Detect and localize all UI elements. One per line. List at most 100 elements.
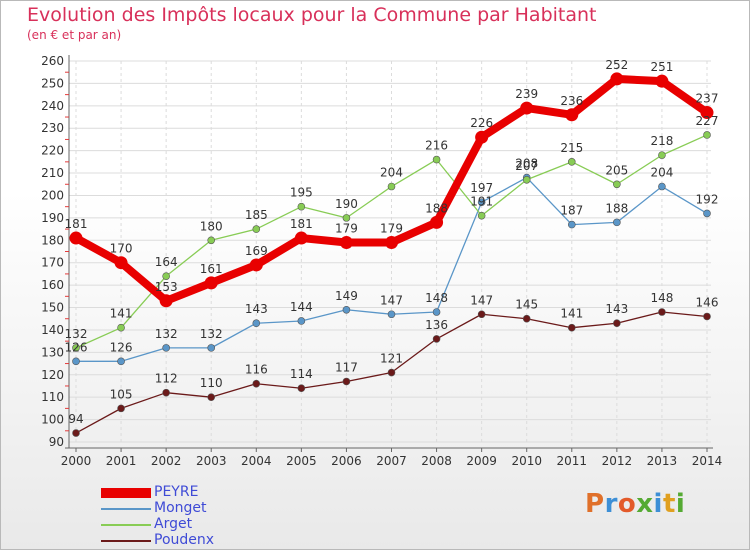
- data-label-arget: 132: [65, 327, 88, 341]
- data-label-arget: 215: [560, 141, 583, 155]
- data-label-peyre: 170: [110, 242, 133, 256]
- y-tick-label: 130: [41, 345, 64, 359]
- data-point-monget: [207, 344, 216, 352]
- legend-label-peyre: PEYRE: [154, 484, 199, 500]
- data-label-arget: 190: [335, 197, 358, 211]
- data-point-arget: [387, 182, 396, 191]
- y-tick-label: 200: [41, 188, 64, 202]
- data-label-poudenx: 141: [560, 307, 583, 321]
- data-label-peyre: 188: [425, 201, 448, 215]
- data-point-poudenx: [297, 384, 306, 393]
- data-label-monget: 149: [335, 289, 358, 303]
- data-label-monget: 132: [155, 327, 178, 341]
- y-tick-label: 230: [41, 121, 64, 135]
- data-label-poudenx: 112: [155, 372, 178, 386]
- data-label-arget: 227: [696, 114, 719, 128]
- data-point-peyre: [114, 256, 128, 270]
- data-label-peyre: 251: [650, 60, 673, 74]
- data-point-poudenx: [613, 319, 621, 328]
- data-label-monget: 126: [110, 340, 133, 354]
- data-point-poudenx: [117, 404, 125, 413]
- y-tick-label: 100: [41, 413, 64, 427]
- data-label-peyre: 179: [380, 222, 403, 236]
- data-point-monget: [477, 198, 486, 206]
- x-tick-label: 2000: [61, 454, 92, 468]
- y-tick-label: 110: [41, 390, 64, 404]
- chart-title: Evolution des Impôts locaux pour la Comm…: [27, 4, 597, 26]
- data-label-peyre: 161: [200, 262, 223, 276]
- data-label-peyre: 239: [515, 87, 538, 101]
- data-label-poudenx: 116: [245, 363, 268, 377]
- data-point-peyre: [430, 215, 444, 229]
- data-label-monget: 197: [470, 181, 493, 195]
- y-tick-label: 160: [41, 278, 64, 292]
- logo-letter: P: [585, 489, 605, 519]
- data-label-poudenx: 145: [515, 298, 538, 312]
- x-tick-label: 2001: [106, 454, 137, 468]
- y-tick-label: 120: [41, 368, 64, 382]
- data-point-peyre: [339, 236, 353, 250]
- data-label-peyre: 179: [335, 222, 358, 236]
- data-label-poudenx: 147: [470, 293, 493, 307]
- data-point-monget: [117, 357, 125, 366]
- x-tick-label: 2003: [196, 454, 227, 468]
- data-label-arget: 216: [425, 139, 448, 153]
- logo-letter: t: [662, 489, 676, 519]
- x-tick-label: 2005: [286, 454, 317, 468]
- data-label-monget: 132: [200, 327, 223, 341]
- data-point-poudenx: [162, 388, 170, 397]
- data-label-monget: 147: [380, 293, 403, 307]
- data-label-peyre: 226: [470, 116, 493, 130]
- y-tick-label: 90: [49, 435, 64, 449]
- data-label-poudenx: 136: [425, 318, 448, 332]
- data-label-arget: 141: [110, 307, 133, 321]
- y-tick-label: 140: [41, 323, 64, 337]
- data-label-arget: 180: [200, 219, 223, 233]
- logo-letter: x: [636, 489, 654, 519]
- data-point-peyre: [520, 101, 534, 115]
- data-label-arget: 207: [515, 159, 538, 173]
- data-label-peyre: 236: [560, 94, 583, 108]
- data-point-poudenx: [387, 368, 396, 377]
- data-point-arget: [658, 151, 666, 159]
- legend-swatch-arget: [101, 524, 151, 526]
- x-tick-label: 2004: [241, 454, 272, 468]
- x-tick-label: 2010: [511, 454, 542, 468]
- x-tick-label: 2009: [466, 454, 497, 468]
- data-point-monget: [297, 317, 306, 325]
- x-tick-label: 2008: [421, 454, 452, 468]
- chart-subtitle: (en € et par an): [27, 28, 122, 42]
- data-label-arget: 195: [290, 186, 313, 200]
- data-label-monget: 204: [650, 166, 673, 180]
- y-tick-label: 250: [41, 76, 64, 90]
- x-tick-label: 2011: [557, 454, 588, 468]
- data-label-monget: 148: [425, 291, 448, 305]
- data-point-peyre: [69, 231, 83, 245]
- data-label-arget: 204: [380, 166, 403, 180]
- logo-letter: r: [604, 489, 618, 519]
- data-point-poudenx: [207, 393, 216, 401]
- data-point-poudenx: [658, 308, 666, 316]
- data-point-arget: [72, 344, 80, 352]
- data-point-monget: [387, 310, 396, 319]
- data-label-poudenx: 117: [335, 360, 358, 374]
- data-point-monget: [613, 218, 621, 227]
- data-point-poudenx: [252, 379, 261, 388]
- data-point-poudenx: [342, 377, 351, 386]
- logo-letter: i: [675, 489, 686, 519]
- data-label-peyre: 181: [290, 217, 313, 231]
- data-point-poudenx: [703, 312, 711, 321]
- data-label-monget: 126: [65, 340, 88, 354]
- x-tick-label: 2014: [692, 454, 723, 468]
- data-point-peyre: [655, 74, 669, 88]
- data-point-arget: [567, 158, 576, 166]
- data-label-peyre: 169: [245, 244, 268, 258]
- x-tick-label: 2006: [331, 454, 362, 468]
- data-label-poudenx: 121: [380, 352, 403, 366]
- y-tick-label: 240: [41, 99, 64, 113]
- data-point-peyre: [475, 130, 489, 144]
- data-point-poudenx: [567, 323, 576, 332]
- data-point-peyre: [700, 106, 714, 120]
- data-label-monget: 144: [290, 300, 313, 314]
- logo-letter: o: [617, 489, 637, 519]
